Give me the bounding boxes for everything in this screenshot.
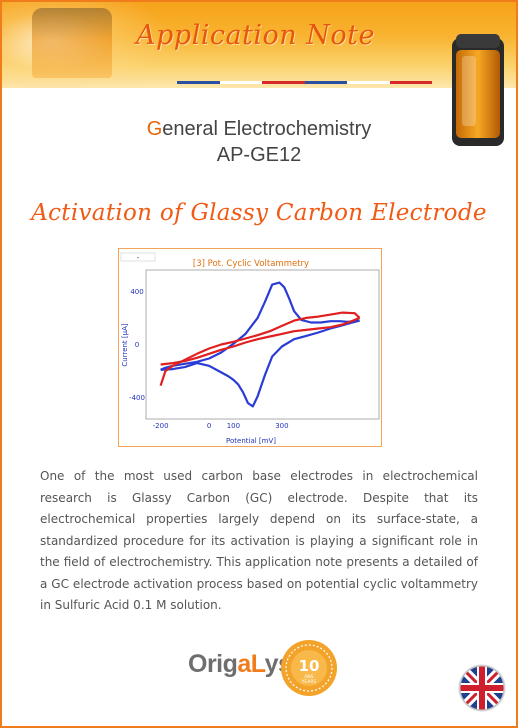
document-code: AP-GE12 bbox=[216, 144, 302, 166]
header-title: Application Note bbox=[136, 20, 375, 51]
logo-text-accent: aL bbox=[237, 650, 265, 678]
x-tick-label: 0 bbox=[207, 422, 211, 430]
logo-text-prefix: Orig bbox=[188, 650, 238, 678]
abstract-paragraph: One of the most used carbon base electro… bbox=[40, 469, 478, 612]
plot-area bbox=[145, 269, 380, 420]
document-category: General Electrochemistry bbox=[2, 118, 516, 141]
banner-device-image bbox=[32, 8, 112, 78]
category-text: eneral Electrochemistry bbox=[162, 118, 372, 140]
cv-curve-2 bbox=[160, 319, 360, 408]
x-axis-label: Potential [mV] bbox=[226, 437, 276, 445]
potentiostat-device-image bbox=[452, 34, 504, 146]
banner-divider bbox=[2, 88, 516, 91]
cv-curve-1 bbox=[160, 281, 360, 371]
cv-curve-4 bbox=[160, 316, 361, 366]
category-first-letter: G bbox=[146, 118, 163, 140]
x-tick-label: -200 bbox=[153, 422, 169, 430]
seal-line2: YEARS bbox=[301, 679, 317, 685]
y-tick-label: -400 bbox=[129, 394, 145, 402]
y-tick-label: 400 bbox=[130, 288, 143, 296]
seal-line1: ANS bbox=[304, 674, 313, 680]
document-title: Activation of Glassy Carbon Electrode bbox=[31, 200, 487, 226]
banner-stripe bbox=[177, 81, 432, 84]
chart-title: [3] Pot. Cyclic Voltammetry bbox=[193, 259, 309, 269]
origalys-logo: OrigaLys bbox=[188, 650, 292, 679]
legend-box bbox=[120, 252, 156, 262]
x-tick-label: 300 bbox=[275, 422, 288, 430]
y-axis-label: Current [µA] bbox=[121, 323, 129, 366]
header-banner: Application Note bbox=[2, 2, 516, 88]
uk-flag-icon[interactable] bbox=[458, 664, 506, 712]
cyclic-voltammetry-chart: - [3] Pot. Cyclic Voltammetry -200 0 100 30… bbox=[120, 252, 380, 445]
x-tick-label: 100 bbox=[227, 422, 240, 430]
cv-curve-3 bbox=[159, 311, 361, 387]
seal-number: 10 bbox=[299, 657, 320, 675]
curves-layer bbox=[159, 281, 361, 408]
y-tick-label: 0 bbox=[135, 341, 139, 349]
anniversary-seal-icon: 10 ANS YEARS bbox=[281, 640, 337, 696]
ticks-layer: -200 0 100 300 400 0 -400 bbox=[129, 288, 289, 430]
cyclic-voltammetry-figure: - [3] Pot. Cyclic Voltammetry -200 0 100 30… bbox=[118, 248, 382, 447]
legend-text: - bbox=[137, 254, 140, 262]
